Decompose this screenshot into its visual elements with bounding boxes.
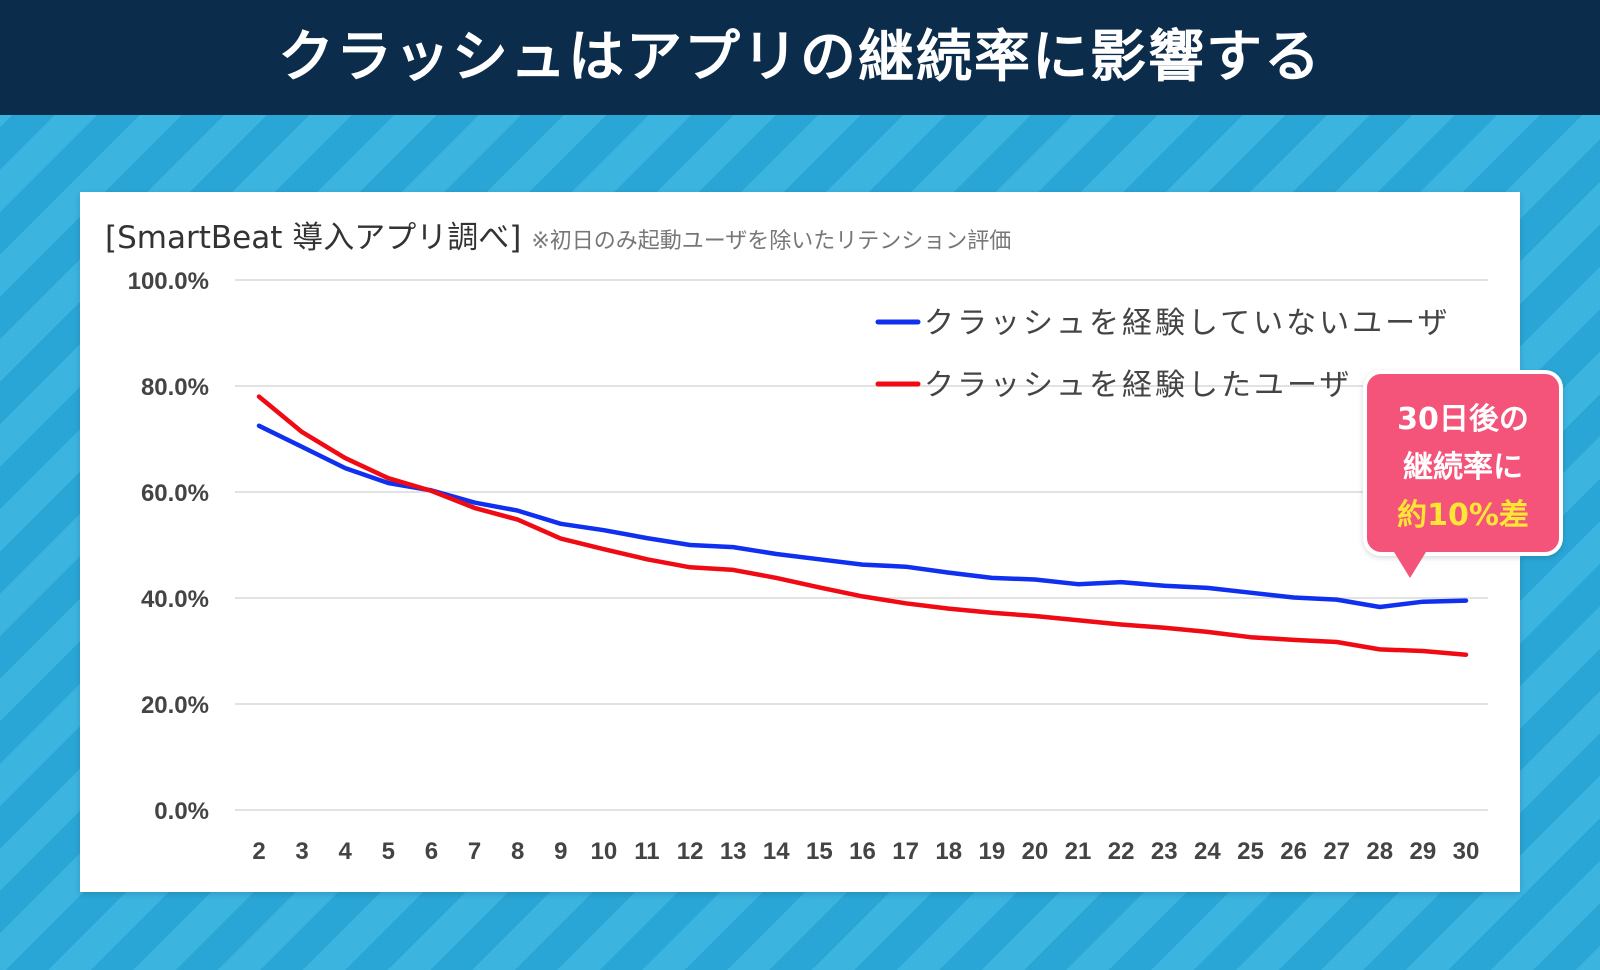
source-note: [SmartBeat 導入アプリ調べ] — [105, 220, 522, 256]
x-tick-label: 2 — [252, 838, 265, 865]
chart-card — [80, 192, 1520, 892]
x-tick-label: 28 — [1366, 838, 1393, 865]
x-tick-label: 22 — [1108, 838, 1135, 865]
callout-line-1: 30日後の — [1397, 402, 1529, 437]
page-title: クラッシュはアプリの継続率に影響する — [0, 0, 1600, 115]
x-tick-label: 9 — [554, 838, 567, 865]
x-tick-label: 11 — [634, 838, 659, 865]
y-tick-label: 0.0% — [154, 798, 209, 825]
x-tick-label: 15 — [806, 838, 833, 865]
y-tick-label: 60.0% — [141, 480, 209, 507]
chart-gridlines — [235, 279, 1488, 811]
series-line-1 — [256, 394, 1469, 657]
x-tick-label: 10 — [591, 838, 618, 865]
x-tick-label: 29 — [1410, 838, 1437, 865]
x-tick-label: 14 — [763, 838, 790, 865]
y-tick-label: 100.0% — [128, 268, 209, 295]
x-tick-label: 8 — [511, 838, 524, 865]
x-tick-label: 24 — [1194, 838, 1221, 865]
y-tick-label: 40.0% — [141, 586, 209, 613]
x-tick-label: 12 — [677, 838, 704, 865]
x-tick-label: 13 — [720, 838, 747, 865]
callout-bubble: 30日後の 継続率に 約10%差 — [1363, 370, 1563, 556]
callout-line-3: 約10%差 — [1397, 498, 1529, 533]
x-tick-label: 21 — [1065, 838, 1092, 865]
chart-note: [SmartBeat 導入アプリ調べ] ※初日のみ起動ユーザを除いたリテンション評… — [105, 212, 1012, 256]
x-tick-label: 23 — [1151, 838, 1178, 865]
source-subnote: ※初日のみ起動ユーザを除いたリテンション評価 — [531, 229, 1012, 254]
x-tick-label: 5 — [382, 838, 395, 865]
x-tick-label: 18 — [935, 838, 962, 865]
callout-tail — [1394, 552, 1426, 578]
y-tick-label: 20.0% — [141, 692, 209, 719]
x-tick-label: 20 — [1022, 838, 1049, 865]
callout-line-2: 継続率に — [1403, 450, 1523, 485]
x-tick-label: 16 — [849, 838, 876, 865]
y-axis-ticks: 0.0% 20.0% 40.0% 60.0% 80.0% 100.0% — [128, 268, 209, 825]
x-tick-label: 4 — [339, 838, 353, 865]
legend-label-1: クラッシュを経験したユーザ — [924, 368, 1352, 403]
y-tick-label: 80.0% — [141, 374, 209, 401]
x-tick-label: 3 — [295, 838, 308, 865]
x-axis-ticks: 2 3 4 5 6 7 8 9 10 11 12 13 14 15 16 17 18 19 20 21 22 23 24 25… — [252, 838, 1479, 865]
x-tick-label: 26 — [1280, 838, 1307, 865]
x-tick-label: 7 — [468, 838, 481, 865]
legend-label-0: クラッシュを経験していないユーザ — [924, 306, 1451, 341]
x-tick-label: 17 — [892, 838, 919, 865]
series-line-0 — [256, 423, 1469, 610]
x-tick-label: 30 — [1453, 838, 1480, 865]
x-tick-label: 27 — [1323, 838, 1350, 865]
x-tick-label: 6 — [425, 838, 438, 865]
x-tick-label: 19 — [978, 838, 1005, 865]
chart-series — [256, 394, 1469, 657]
x-tick-label: 25 — [1237, 838, 1264, 865]
